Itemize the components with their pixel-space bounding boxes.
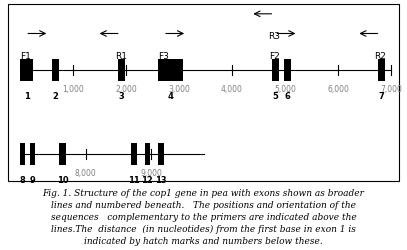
- Text: R3: R3: [268, 32, 280, 41]
- FancyBboxPatch shape: [8, 5, 399, 181]
- Bar: [158, 60, 183, 82]
- Bar: [52, 60, 59, 82]
- Text: 7: 7: [378, 92, 384, 101]
- Text: 12: 12: [141, 175, 153, 184]
- Text: 6,000: 6,000: [327, 84, 349, 94]
- Text: R1: R1: [115, 52, 127, 60]
- Text: 8,000: 8,000: [74, 168, 96, 177]
- Bar: [118, 60, 125, 82]
- Text: F1: F1: [20, 52, 31, 60]
- Text: 2,000: 2,000: [115, 84, 137, 94]
- Text: 9,000: 9,000: [140, 168, 162, 177]
- Text: 4,000: 4,000: [221, 84, 243, 94]
- Text: 3,000: 3,000: [168, 84, 190, 94]
- Bar: [20, 60, 33, 82]
- Bar: [59, 143, 66, 166]
- Bar: [284, 60, 291, 82]
- Text: 4: 4: [168, 92, 173, 101]
- Text: 13: 13: [155, 175, 167, 184]
- Text: 5,000: 5,000: [274, 84, 296, 94]
- Bar: [30, 143, 35, 166]
- Bar: [158, 143, 164, 166]
- Text: Fig. 1. Structure of the cop1 gene in pea with exons shown as broader
lines and : Fig. 1. Structure of the cop1 gene in pe…: [43, 189, 364, 245]
- Text: F2: F2: [269, 52, 280, 60]
- Text: 7,000: 7,000: [380, 84, 402, 94]
- Text: 10: 10: [57, 175, 68, 184]
- Bar: [131, 143, 137, 166]
- Bar: [144, 143, 150, 166]
- Text: 1,000: 1,000: [62, 84, 84, 94]
- Text: 2: 2: [53, 92, 58, 101]
- Text: 3: 3: [118, 92, 125, 101]
- Text: 8: 8: [20, 175, 26, 184]
- Text: 11: 11: [128, 175, 140, 184]
- Text: F3: F3: [158, 52, 168, 60]
- Bar: [272, 60, 279, 82]
- Text: R2: R2: [374, 52, 386, 60]
- Bar: [20, 143, 25, 166]
- Bar: [378, 60, 385, 82]
- Text: 5: 5: [272, 92, 278, 101]
- Text: 6: 6: [284, 92, 290, 101]
- Text: 9: 9: [30, 175, 35, 184]
- Text: 1: 1: [24, 92, 30, 101]
